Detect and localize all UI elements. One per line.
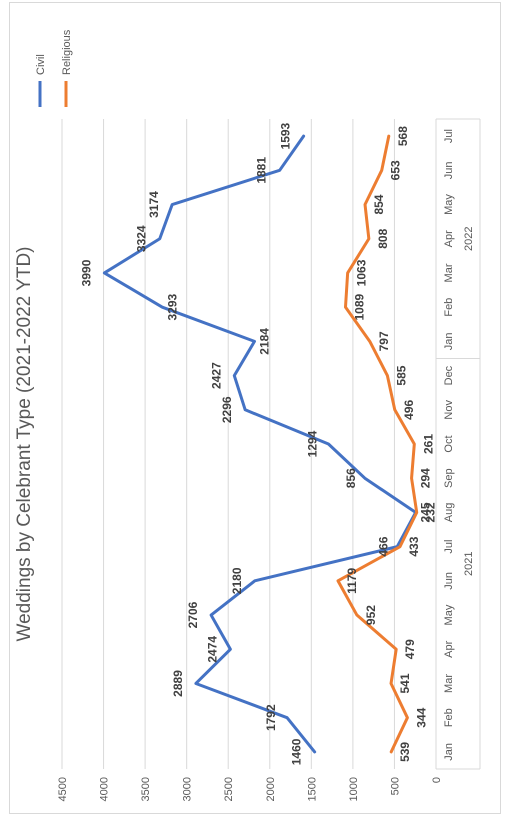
x-tick-label: Jan: [443, 332, 455, 350]
x-tick-label: Jun: [443, 161, 455, 179]
x-tick-label: Jun: [443, 572, 455, 590]
data-label: 3174: [147, 191, 161, 218]
data-label: 2889: [171, 670, 185, 697]
data-label: 1460: [290, 738, 304, 765]
series-line: [336, 134, 419, 754]
x-tick-label: Nov: [443, 400, 455, 420]
data-labels: 1460 1792 2889 2474 2706 2180 466 245 856 1294 229…: [79, 122, 437, 765]
y-tick-label: 4500: [57, 777, 69, 801]
data-label: 541: [398, 673, 412, 693]
data-label: 2474: [205, 636, 219, 663]
data-label: 261: [421, 434, 435, 454]
data-label: 1294: [305, 430, 319, 457]
data-label: 294: [419, 468, 433, 488]
data-label: 854: [372, 194, 386, 214]
chart-title: Weddings by Celebrant Type (2021-2022 YT…: [14, 246, 35, 641]
x-tick-label: Oct: [443, 435, 455, 452]
y-tick-label: 500: [389, 777, 401, 795]
data-label: 1593: [279, 122, 293, 149]
y-tick-label: 3000: [182, 777, 194, 801]
y-tick-label: 4000: [99, 777, 111, 801]
data-label: 653: [389, 160, 403, 180]
y-tick-label: 0: [431, 777, 443, 783]
series-line: [102, 134, 418, 754]
data-label: 1881: [255, 157, 269, 184]
axes: 0 500 1000 1500 2000 2500 3000 3500 4000 4500 Jan F…: [57, 118, 481, 801]
data-label: 1792: [264, 704, 278, 731]
legend-label: Religious: [61, 29, 73, 75]
data-label: 539: [398, 742, 412, 762]
x-tick-label: May: [443, 604, 455, 625]
data-label: 2706: [186, 601, 200, 628]
data-label: 1089: [352, 293, 366, 320]
year-label: 2021: [463, 551, 475, 575]
x-tick-label: Aug: [443, 503, 455, 523]
y-tick-label: 2500: [223, 777, 235, 801]
data-label: 1063: [355, 259, 369, 286]
x-tick-label: Mar: [443, 674, 455, 693]
data-label: 245: [419, 502, 433, 522]
x-tick-label: Mar: [443, 263, 455, 282]
chart-area-border: [9, 2, 501, 814]
x-tick-label: Jan: [443, 743, 455, 761]
x-tick-label: Dec: [443, 365, 455, 385]
data-label: 232: [424, 502, 438, 522]
data-label: 585: [394, 365, 408, 385]
x-tick-label: Feb: [443, 298, 455, 317]
data-label: 2180: [230, 567, 244, 594]
y-tick-label: 3500: [140, 777, 152, 801]
data-label: 568: [396, 126, 410, 146]
series-lines: [102, 134, 419, 754]
x-tick-label: Feb: [443, 708, 455, 727]
data-label: 2184: [257, 328, 271, 355]
x-tick-label: Sep: [443, 468, 455, 488]
data-label: 1179: [345, 568, 359, 594]
legend: Civil Religious: [35, 29, 73, 107]
data-label: 466: [376, 536, 390, 556]
data-label: 808: [376, 228, 390, 248]
data-label: 2296: [220, 396, 234, 423]
gridlines: [61, 119, 395, 769]
data-label: 2427: [209, 362, 223, 389]
x-tick-label: Jul: [443, 540, 455, 554]
data-label: 3293: [165, 293, 179, 320]
data-label: 344: [414, 707, 428, 727]
x-tick-label: Apr: [443, 230, 455, 247]
x-tick-label: Jul: [443, 129, 455, 143]
legend-label: Civil: [35, 54, 47, 75]
data-label: 797: [377, 331, 391, 351]
y-tick-label: 2000: [265, 777, 277, 801]
x-tick-label: Apr: [443, 640, 455, 657]
data-label: 952: [364, 605, 378, 625]
year-label: 2022: [463, 226, 475, 250]
data-label: 3990: [79, 259, 93, 286]
data-label: 496: [402, 399, 416, 419]
y-tick-label: 1500: [306, 777, 318, 801]
data-label: 479: [403, 639, 417, 659]
data-label: 3324: [135, 225, 149, 252]
y-tick-label: 1000: [348, 777, 360, 801]
x-tick-label: May: [443, 194, 455, 215]
data-label: 433: [407, 536, 421, 556]
data-label: 856: [344, 468, 358, 488]
